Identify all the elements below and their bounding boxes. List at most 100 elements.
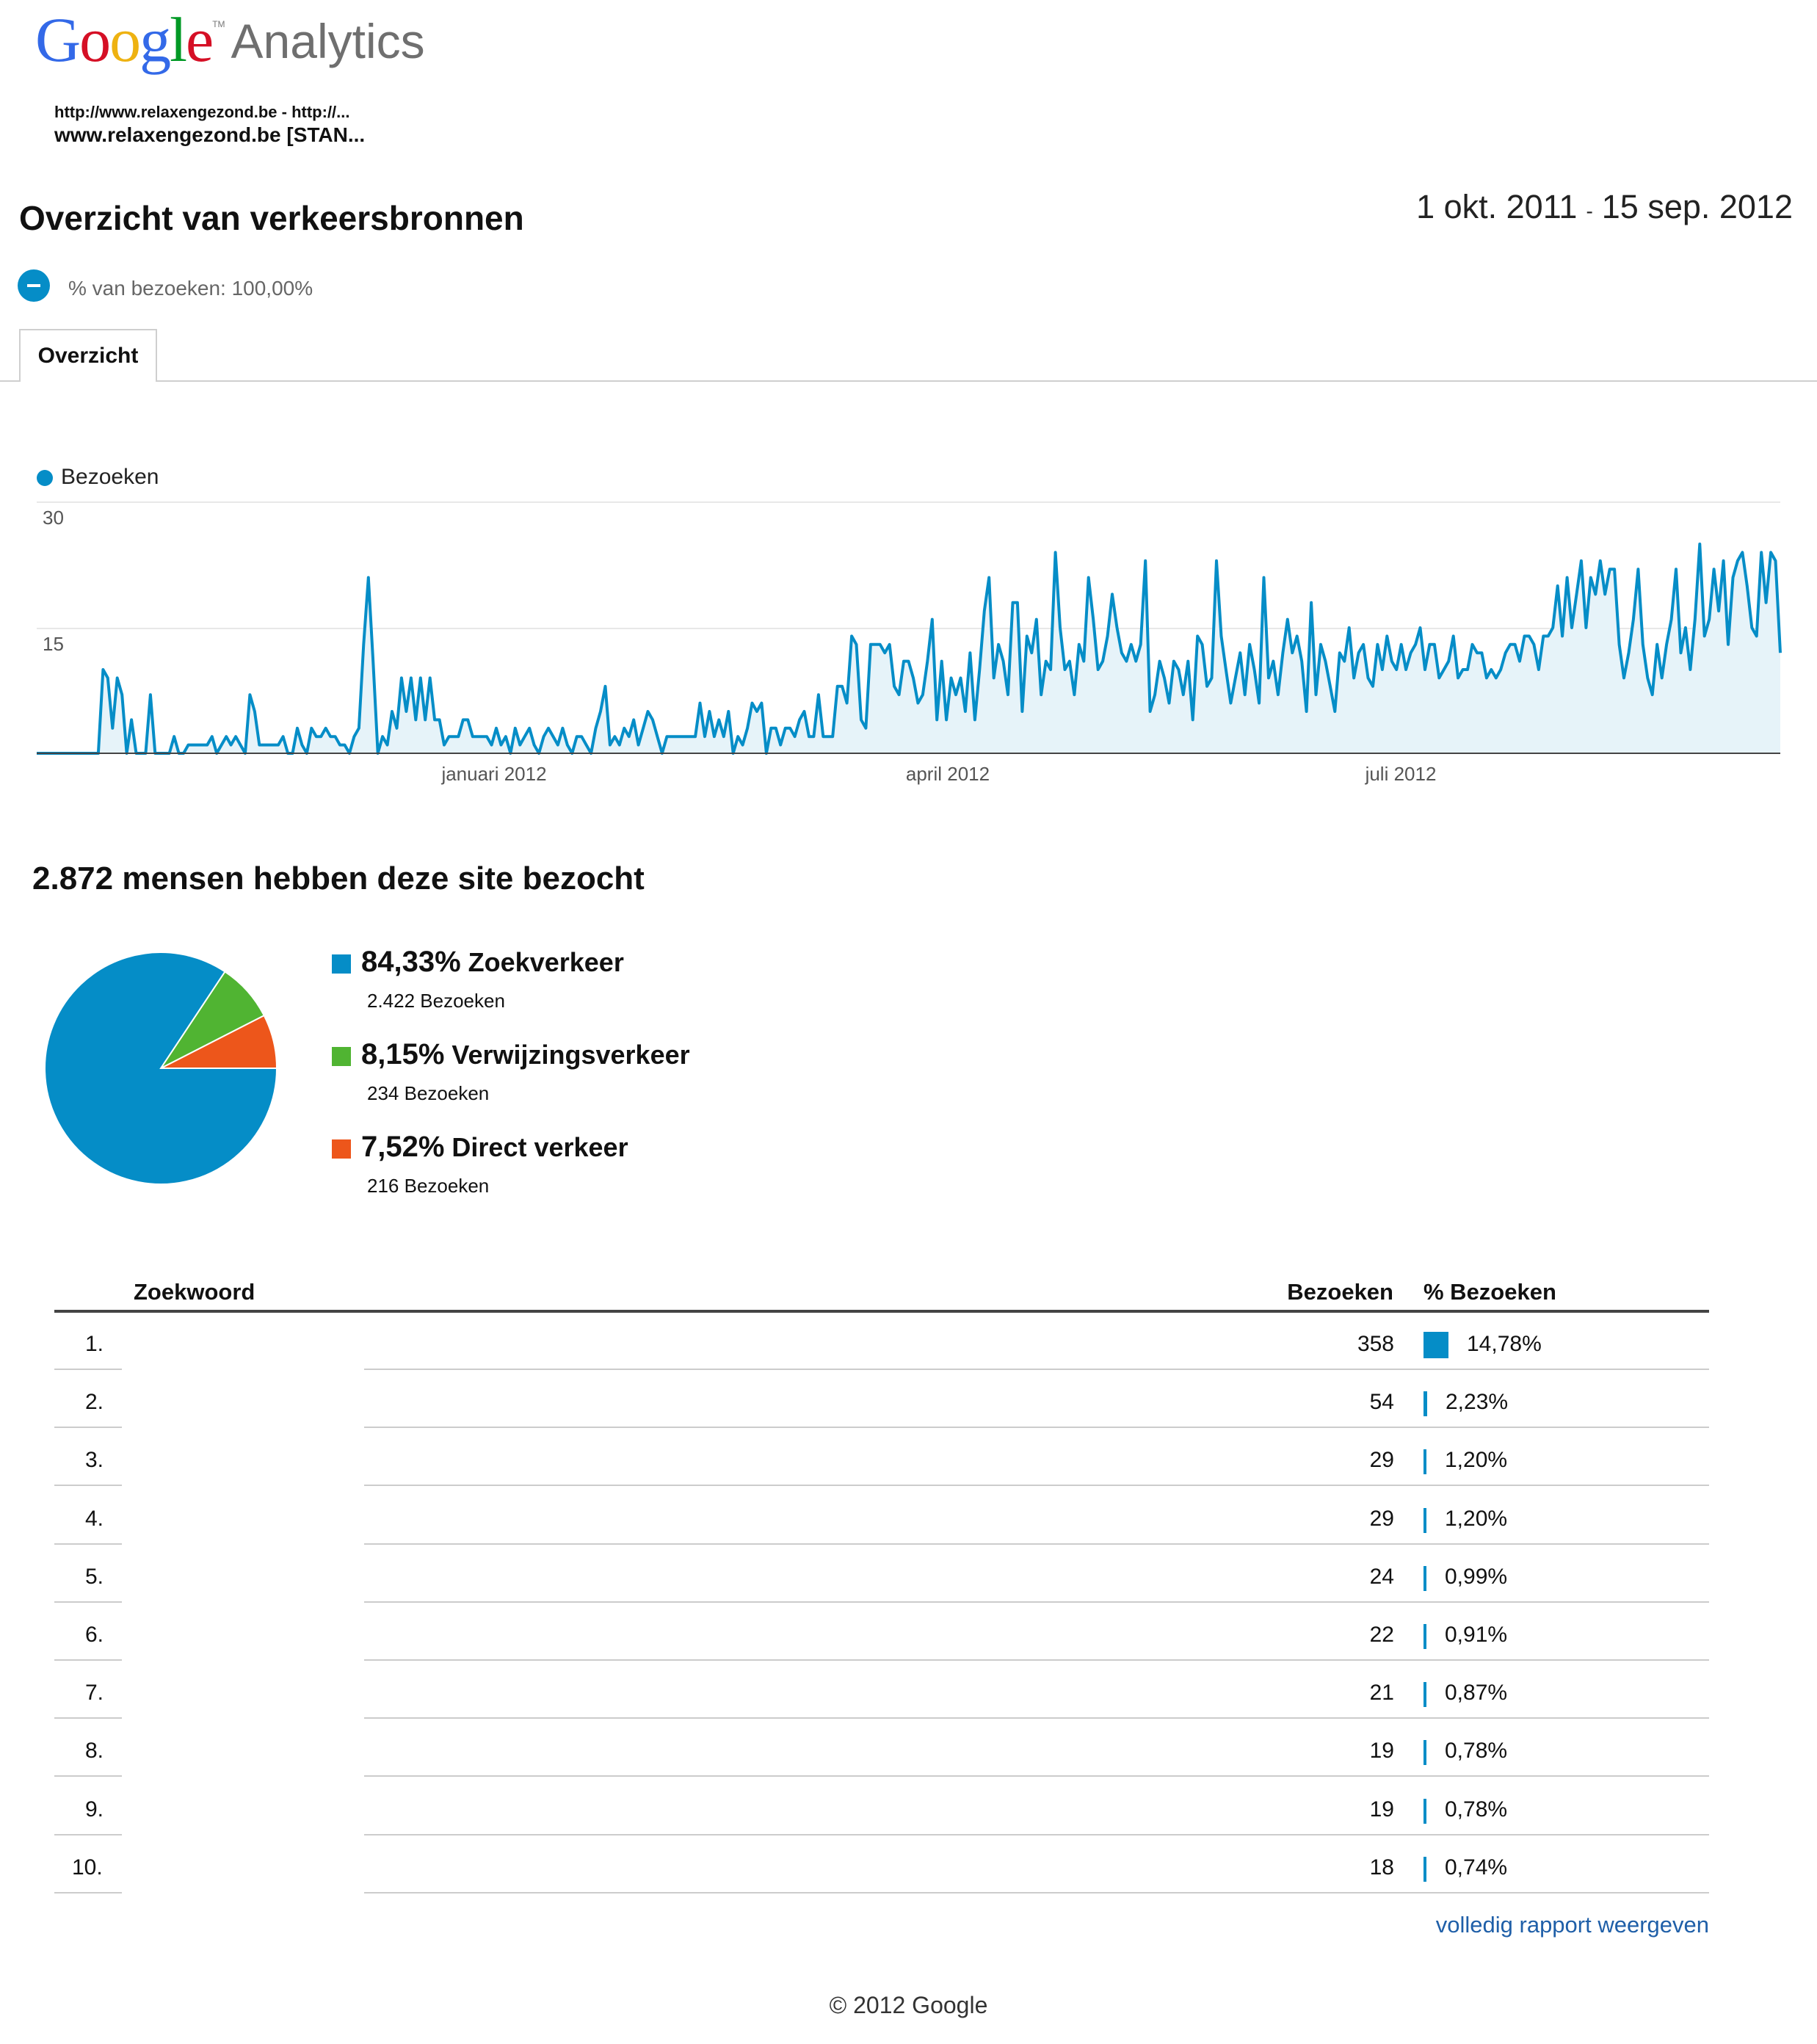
legend-label: Verwijzingsverkeer [451,1040,690,1070]
row-divider [54,1833,122,1835]
row-divider [364,1427,1709,1429]
legend-percent: 7,52% [361,1131,445,1163]
row-divider [364,1601,1709,1603]
row-divider [54,1543,122,1545]
logo-letter: o [109,4,141,75]
row-divider [54,1427,122,1429]
x-tick-label: juli 2012 [1365,763,1437,785]
row-divider [364,1891,1709,1893]
date-start: 1 okt. 2011 [1416,188,1578,225]
column-header-pct[interactable]: % Bezoeken [1424,1279,1556,1305]
legend-swatch-referral [332,1047,351,1066]
legend-dot-icon [37,470,53,486]
row-rank: 9. [85,1797,104,1822]
row-rank: 3. [85,1448,104,1473]
row-pct: 1,20% [1445,1448,1508,1473]
row-pct-bar [1424,1507,1426,1533]
tab-divider [0,380,1817,382]
row-visits: 18 [1369,1855,1394,1880]
row-pct-bar [1424,1391,1427,1417]
tab-overzicht[interactable]: Overzicht [19,329,157,382]
column-header-visits[interactable]: Bezoeken [1287,1279,1393,1305]
segment-pie-icon [18,269,50,302]
legend-label: Direct verkeer [451,1132,628,1162]
account-url: http://www.relaxengezond.be - http://... [54,103,350,121]
date-range[interactable]: 1 okt. 2011-15 sep. 2012 [1416,188,1793,226]
logo-letter: g [139,4,171,75]
logo-letter: o [79,4,111,75]
profile-name: www.relaxengezond.be [STAN... [54,123,366,146]
x-tick-label: januari 2012 [440,763,546,785]
row-divider [54,1659,122,1661]
logo-letter: G [35,4,81,75]
row-divider [364,1543,1709,1545]
row-visits: 19 [1369,1739,1394,1764]
row-visits: 24 [1369,1564,1394,1589]
row-pct: 0,74% [1445,1855,1508,1880]
legend-label: Zoekverkeer [468,947,624,977]
logo-product-name: Analytics [231,14,425,68]
legend-count: 2.422 Bezoeken [367,990,505,1012]
row-visits: 54 [1369,1390,1394,1415]
row-pct-bar [1424,1449,1426,1475]
row-divider [54,1369,122,1370]
google-analytics-logo: GoogleTM Analytics [35,3,425,76]
date-separator: - [1586,200,1593,222]
row-rank: 4. [85,1506,104,1531]
row-pct: 0,91% [1445,1623,1508,1647]
logo-letter: e [186,4,214,75]
row-divider [364,1775,1709,1777]
row-divider [54,1601,122,1603]
row-pct: 0,78% [1445,1797,1508,1822]
row-pct: 0,78% [1445,1739,1508,1764]
trademark-mark: TM [212,19,225,29]
series-area-bezoeken [37,544,1780,753]
y-tick-label: 30 [43,507,64,529]
legend-count: 234 Bezoeken [367,1082,490,1104]
pie-slice [44,952,278,1185]
row-divider [54,1485,122,1487]
legend-swatch-search [332,954,351,974]
row-visits: 21 [1369,1681,1394,1706]
row-divider [364,1485,1709,1487]
row-pct-bar [1424,1856,1426,1882]
row-rank: 8. [85,1739,104,1764]
traffic-pie-chart [44,952,278,1185]
date-end: 15 sep. 2012 [1601,188,1793,225]
row-rank: 1. [85,1332,104,1356]
row-pct-bar [1424,1565,1426,1591]
row-pct-bar [1424,1332,1448,1358]
legend-percent: 84,33% [361,946,461,978]
row-pct: 1,20% [1445,1506,1508,1531]
row-pct: 0,99% [1445,1564,1508,1589]
page-title: Overzicht van verkeersbronnen [19,199,524,237]
copyright: © 2012 Google [829,1992,988,2018]
row-pct-bar [1424,1624,1426,1649]
row-visits: 22 [1369,1623,1394,1647]
row-divider [54,1891,122,1893]
row-pct: 2,23% [1446,1390,1509,1415]
row-divider [364,1833,1709,1835]
legend-percent: 8,15% [361,1038,445,1070]
y-tick-label: 15 [43,633,64,655]
row-pct: 14,78% [1467,1332,1542,1356]
row-divider [54,1717,122,1719]
x-tick-label: april 2012 [906,763,990,785]
row-rank: 2. [85,1390,104,1415]
logo-letter: l [170,4,187,75]
row-visits: 29 [1369,1448,1394,1473]
column-header-keyword[interactable]: Zoekwoord [134,1279,255,1305]
row-pct-bar [1424,1682,1426,1708]
row-visits: 19 [1369,1797,1394,1822]
full-report-link[interactable]: volledig rapport weergeven [1435,1912,1709,1938]
visits-chart: 30 15 januari 2012 april 2012 juli 2012 [37,501,1782,785]
row-divider [364,1369,1709,1370]
row-pct-bar [1424,1798,1426,1824]
row-divider [364,1659,1709,1661]
row-divider [54,1775,122,1777]
row-rank: 10. [72,1855,103,1880]
row-visits: 358 [1357,1332,1394,1356]
row-visits: 29 [1369,1506,1394,1531]
table-header-rule [54,1310,1709,1313]
row-rank: 6. [85,1623,104,1647]
